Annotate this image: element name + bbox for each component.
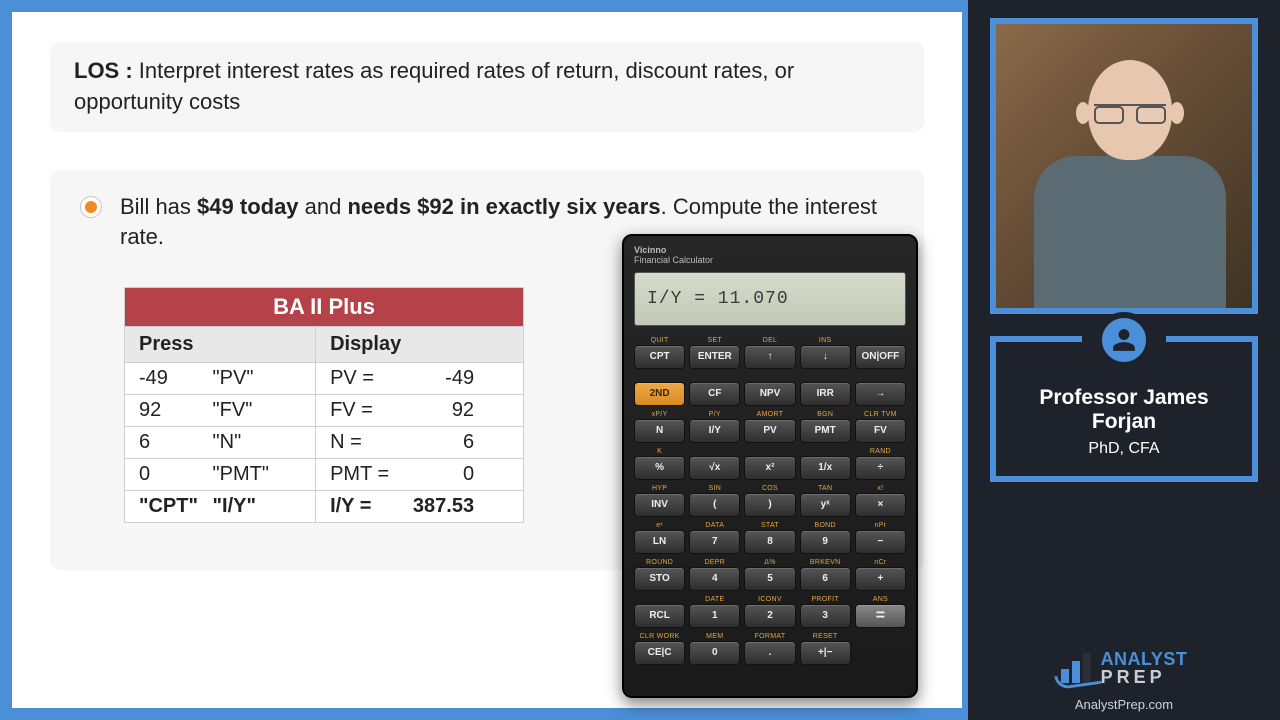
calc-key[interactable]: P/YI/Y — [689, 410, 740, 443]
calc-key[interactable]: SETENTER — [689, 336, 740, 369]
calc-key[interactable]: IRR — [800, 373, 851, 406]
table-row: -49 "PV"PV =-49 — [125, 363, 524, 395]
logo-text: ANALYST PREP — [1101, 650, 1188, 686]
calc-key[interactable]: AMORTPV — [744, 410, 795, 443]
calc-key[interactable]: CF — [689, 373, 740, 406]
ba2plus-table: BA II Plus Press Display -49 "PV"PV =-49… — [124, 287, 524, 523]
financial-calculator: Vicinno Financial Calculator I/Y = 11.07… — [622, 234, 918, 698]
calc-key[interactable]: INS↓ — [800, 336, 851, 369]
calc-key[interactable]: nCr+ — [855, 558, 906, 591]
calc-key[interactable]: RAND÷ — [855, 447, 906, 480]
table-row: 6 "N"N =6 — [125, 427, 524, 459]
sidebar: Professor James Forjan PhD, CFA ANALYST … — [968, 0, 1280, 720]
table-title: BA II Plus — [125, 288, 524, 327]
table-row: 0 "PMT"PMT =0 — [125, 459, 524, 491]
calc-key[interactable]: NPV — [744, 373, 795, 406]
calc-key[interactable]: ICONV2 — [744, 595, 795, 628]
calc-keypad: QUITCPTSETENTERDEL↑INS↓ON|OFF 2NDCFNPVIRR… — [634, 336, 906, 665]
los-text: Interpret interest rates as required rat… — [74, 58, 794, 114]
calc-key[interactable]: FORMAT. — [744, 632, 795, 665]
calc-key — [855, 632, 906, 665]
presenter-card: Professor James Forjan PhD, CFA — [990, 342, 1258, 482]
calc-key[interactable]: SIN( — [689, 484, 740, 517]
calc-key[interactable]: ROUNDSTO — [634, 558, 685, 591]
calc-key[interactable]: ON|OFF — [855, 336, 906, 369]
avatar-icon — [1096, 312, 1152, 368]
calc-key[interactable]: DATA7 — [689, 521, 740, 554]
calc-key[interactable]: ANS= — [855, 595, 906, 628]
calc-key[interactable]: x!× — [855, 484, 906, 517]
calc-key[interactable]: xP/YN — [634, 410, 685, 443]
calc-key[interactable]: eˣLN — [634, 521, 685, 554]
calc-key[interactable]: nPr− — [855, 521, 906, 554]
brand-logo: ANALYST PREP — [1061, 650, 1188, 686]
calc-key[interactable]: CLR TVMFV — [855, 410, 906, 443]
presenter-name: Professor James Forjan — [1006, 386, 1242, 434]
calc-key[interactable]: TANyˣ — [800, 484, 851, 517]
calc-screen: I/Y = 11.070 — [634, 272, 906, 326]
calc-brand: Vicinno Financial Calculator — [634, 246, 906, 266]
calc-key[interactable]: MEM0 — [689, 632, 740, 665]
calc-key[interactable]: DEPR4 — [689, 558, 740, 591]
calc-key[interactable]: QUITCPT — [634, 336, 685, 369]
calc-key[interactable]: Δ%5 — [744, 558, 795, 591]
table-row: 92 "FV"FV =92 — [125, 395, 524, 427]
calc-key[interactable]: BRKEVN6 — [800, 558, 851, 591]
calc-key[interactable]: PROFIT3 — [800, 595, 851, 628]
calc-key[interactable]: K% — [634, 447, 685, 480]
calc-key[interactable]: CLR WORKCE|C — [634, 632, 685, 665]
calc-key[interactable]: x² — [744, 447, 795, 480]
calc-key[interactable]: √x — [689, 447, 740, 480]
slide-panel: LOS : Interpret interest rates as requir… — [0, 0, 968, 720]
presenter-credentials: PhD, CFA — [1006, 440, 1242, 458]
calc-key[interactable]: HYPINV — [634, 484, 685, 517]
los-label: LOS : — [74, 58, 133, 83]
site-url: AnalystPrep.com — [1075, 697, 1173, 712]
calc-key[interactable]: BOND9 — [800, 521, 851, 554]
los-box: LOS : Interpret interest rates as requir… — [50, 42, 924, 132]
col-display: Display — [316, 327, 524, 363]
calc-key[interactable]: DATE1 — [689, 595, 740, 628]
bullet-icon — [80, 196, 102, 218]
calc-key[interactable]: BGNPMT — [800, 410, 851, 443]
calc-key[interactable]: 1/x — [800, 447, 851, 480]
calc-key[interactable]: RESET+|− — [800, 632, 851, 665]
col-press: Press — [125, 327, 316, 363]
calc-key[interactable]: COS) — [744, 484, 795, 517]
calc-key[interactable]: STAT8 — [744, 521, 795, 554]
presenter-photo — [990, 18, 1258, 314]
table-row: "CPT" "I/Y"I/Y =387.53 — [125, 491, 524, 523]
calc-key[interactable]: RCL — [634, 595, 685, 628]
calc-key[interactable]: 2ND — [634, 373, 685, 406]
calc-key[interactable]: → — [855, 373, 906, 406]
calc-key[interactable]: DEL↑ — [744, 336, 795, 369]
